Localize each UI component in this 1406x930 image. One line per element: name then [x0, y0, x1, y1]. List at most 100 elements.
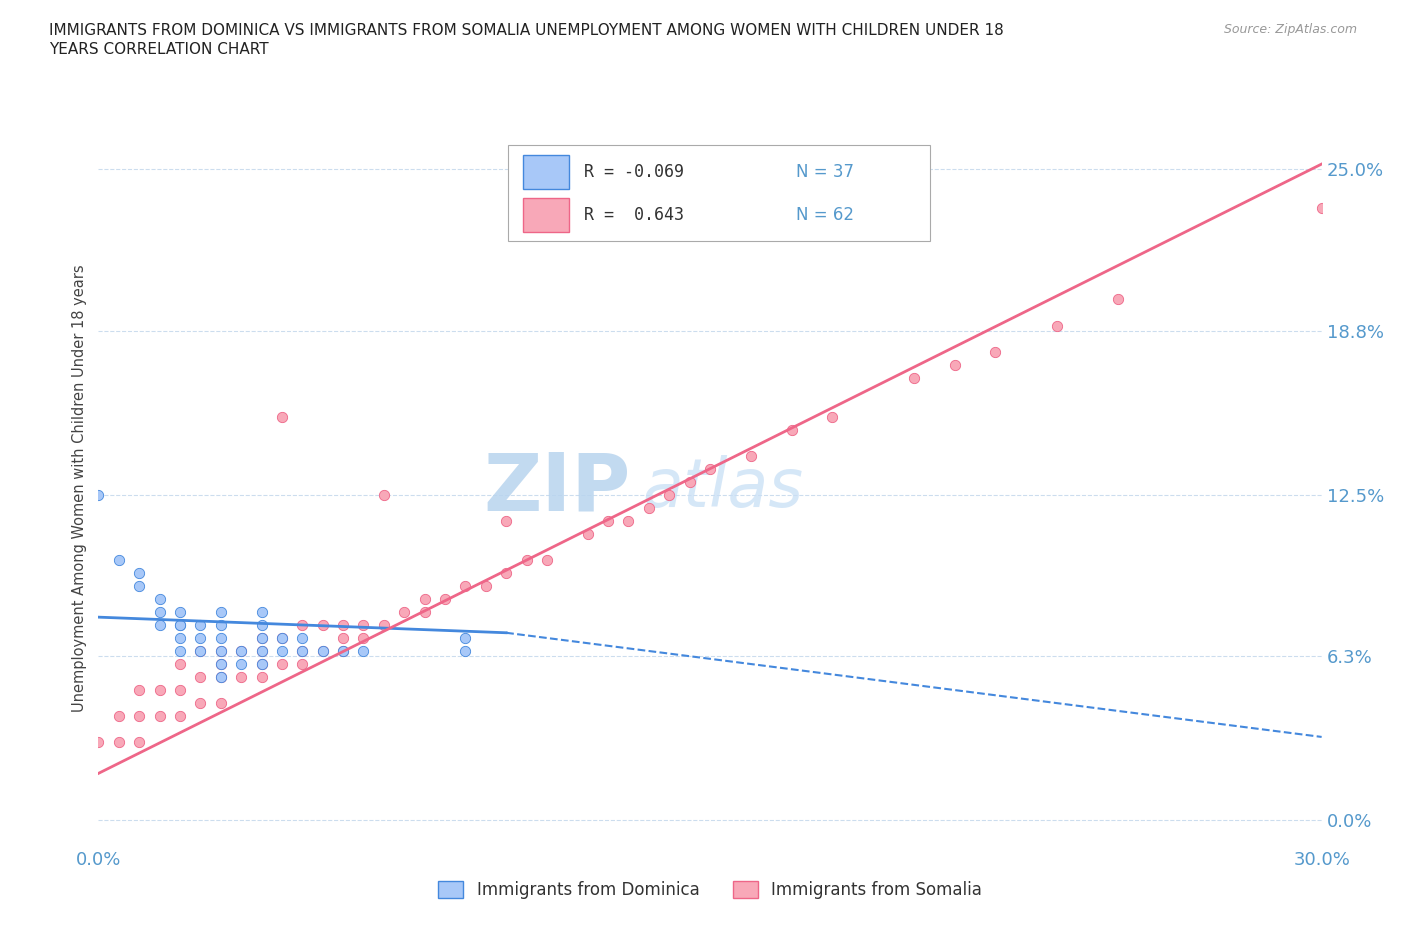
Point	[474, 578, 498, 593]
Point	[373, 487, 395, 502]
Point	[679, 474, 702, 489]
Point	[128, 735, 150, 750]
Point	[209, 657, 232, 671]
Point	[291, 631, 314, 645]
Point	[209, 644, 232, 658]
Point	[87, 487, 110, 502]
Point	[250, 644, 273, 658]
Point	[291, 618, 314, 632]
Text: ZIP: ZIP	[484, 449, 630, 527]
Point	[332, 644, 354, 658]
Point	[699, 461, 721, 476]
Point	[617, 513, 640, 528]
Point	[270, 657, 294, 671]
Point	[658, 487, 681, 502]
Point	[250, 657, 273, 671]
Point	[270, 409, 294, 424]
Point	[128, 683, 150, 698]
Point	[1310, 201, 1333, 216]
Point	[188, 670, 212, 684]
Point	[188, 644, 212, 658]
Point	[1045, 318, 1069, 333]
Point	[169, 683, 191, 698]
Point	[250, 657, 273, 671]
Point	[250, 618, 273, 632]
Text: YEARS CORRELATION CHART: YEARS CORRELATION CHART	[49, 42, 269, 57]
Point	[209, 644, 232, 658]
Point	[984, 344, 1007, 359]
Point	[454, 644, 477, 658]
Point	[373, 618, 395, 632]
Point	[188, 644, 212, 658]
Point	[209, 696, 232, 711]
Point	[536, 552, 558, 567]
Point	[128, 565, 150, 580]
Point	[598, 513, 620, 528]
Text: IMMIGRANTS FROM DOMINICA VS IMMIGRANTS FROM SOMALIA UNEMPLOYMENT AMONG WOMEN WIT: IMMIGRANTS FROM DOMINICA VS IMMIGRANTS F…	[49, 23, 1004, 38]
Point	[291, 657, 314, 671]
Point	[108, 552, 131, 567]
Point	[108, 735, 131, 750]
Point	[495, 565, 517, 580]
Point	[576, 526, 599, 541]
Point	[637, 500, 661, 515]
Point	[821, 409, 844, 424]
Point	[149, 618, 172, 632]
Point	[291, 644, 314, 658]
Point	[413, 591, 436, 606]
FancyBboxPatch shape	[523, 154, 569, 189]
FancyBboxPatch shape	[508, 144, 931, 241]
Point	[903, 370, 925, 385]
Point	[270, 631, 294, 645]
Point	[231, 644, 253, 658]
Point	[231, 657, 253, 671]
Text: R = -0.069: R = -0.069	[583, 163, 685, 180]
Point	[169, 618, 191, 632]
Point	[169, 618, 191, 632]
Point	[209, 631, 232, 645]
Point	[149, 604, 172, 619]
Point	[332, 631, 354, 645]
Point	[943, 357, 966, 372]
Point	[250, 644, 273, 658]
Point	[108, 709, 131, 724]
Point	[169, 631, 191, 645]
Point	[312, 644, 335, 658]
Legend: Immigrants from Dominica, Immigrants from Somalia: Immigrants from Dominica, Immigrants fro…	[432, 874, 988, 906]
Point	[352, 618, 374, 632]
Point	[454, 578, 477, 593]
Point	[270, 644, 294, 658]
Point	[231, 670, 253, 684]
Point	[128, 578, 150, 593]
Text: Source: ZipAtlas.com: Source: ZipAtlas.com	[1223, 23, 1357, 36]
Point	[188, 631, 212, 645]
Point	[352, 644, 374, 658]
Text: R =  0.643: R = 0.643	[583, 206, 685, 224]
Point	[231, 644, 253, 658]
Point	[270, 631, 294, 645]
Text: N = 37: N = 37	[796, 163, 853, 180]
Point	[87, 735, 110, 750]
Point	[312, 644, 335, 658]
Point	[169, 709, 191, 724]
Point	[128, 709, 150, 724]
Point	[1107, 292, 1129, 307]
Point	[352, 631, 374, 645]
Point	[188, 696, 212, 711]
Point	[780, 422, 803, 437]
Point	[516, 552, 538, 567]
Point	[188, 618, 212, 632]
Point	[169, 604, 191, 619]
Point	[413, 604, 436, 619]
Point	[392, 604, 416, 619]
Point	[149, 683, 172, 698]
Y-axis label: Unemployment Among Women with Children Under 18 years: Unemployment Among Women with Children U…	[72, 264, 87, 712]
FancyBboxPatch shape	[523, 197, 569, 232]
Point	[169, 644, 191, 658]
Point	[312, 618, 335, 632]
Point	[149, 591, 172, 606]
Point	[209, 670, 232, 684]
Point	[209, 604, 232, 619]
Point	[250, 670, 273, 684]
Text: atlas: atlas	[643, 456, 804, 521]
